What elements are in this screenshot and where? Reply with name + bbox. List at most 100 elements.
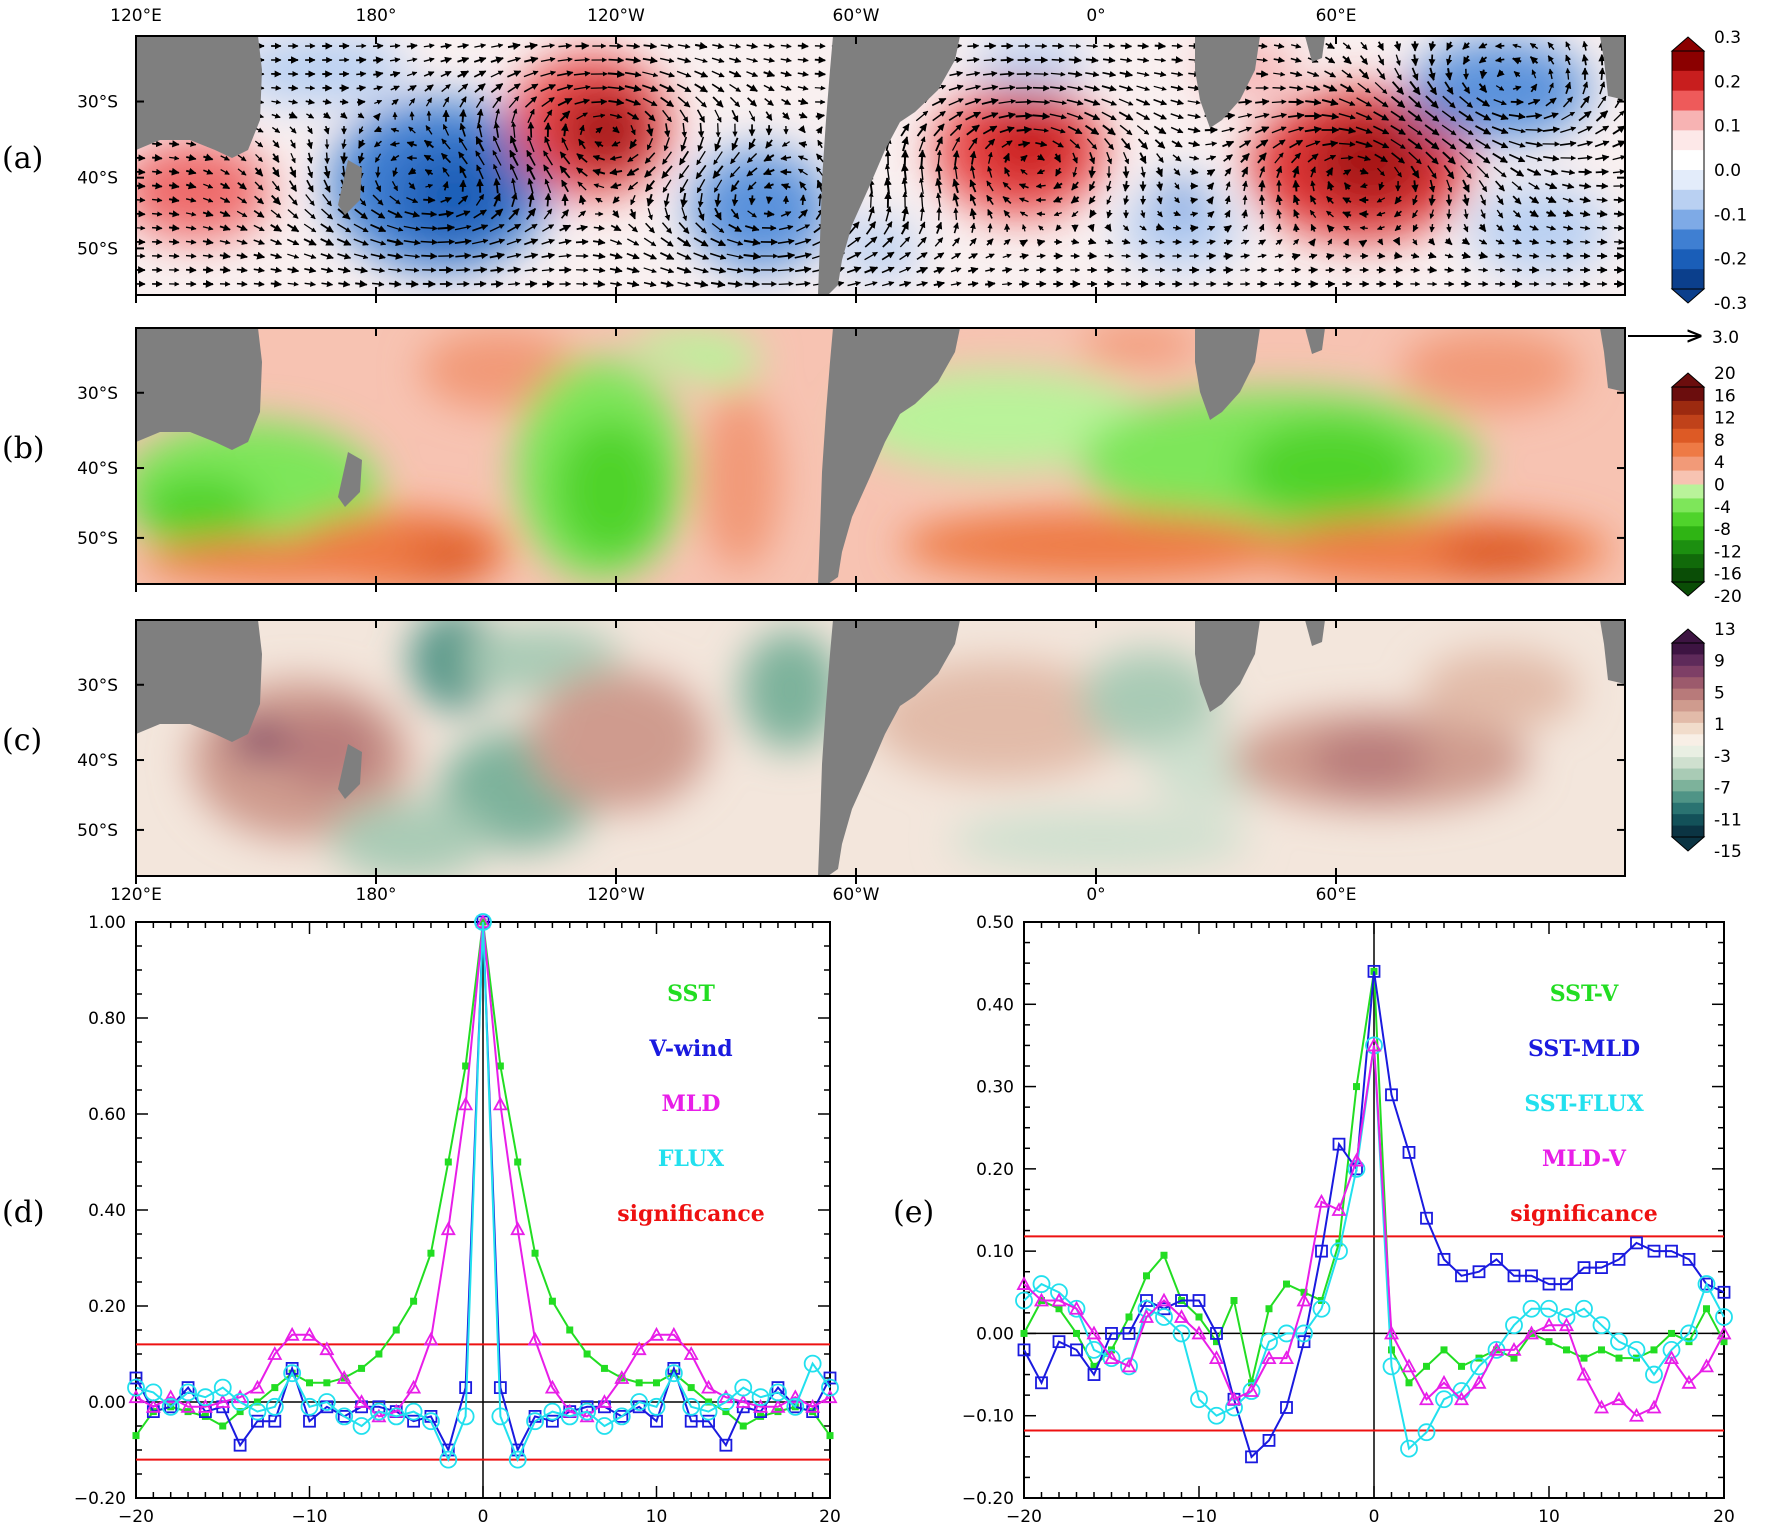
wind-vector [1446, 209, 1452, 220]
colorbar-top-triangle [1670, 628, 1706, 644]
wind-vector [1123, 195, 1130, 206]
wind-vector [1512, 85, 1522, 92]
wind-vector [798, 97, 809, 106]
wind-vector [713, 179, 723, 193]
wind-vector [932, 110, 946, 122]
wind-vector [421, 210, 438, 218]
wind-vector [560, 123, 569, 137]
map-lon-label-bottom: 120°W [587, 885, 645, 905]
wind-vector [1072, 166, 1078, 178]
wind-vector [731, 137, 739, 151]
wind-vector [323, 165, 331, 179]
wind-vector [1019, 154, 1028, 163]
wind-vector [1526, 168, 1542, 176]
wind-vector [389, 195, 401, 205]
wind-vector [1036, 211, 1046, 217]
wind-vector [780, 183, 791, 191]
y-tick-label: 0.10 [976, 1242, 1014, 1262]
wind-vector [1597, 95, 1607, 109]
colorbar-label: -0.3 [1714, 294, 1747, 314]
colorbar-top-triangle [1670, 36, 1706, 52]
wind-vector [1355, 126, 1373, 134]
data-point [548, 1297, 556, 1305]
wind-vector [814, 85, 826, 91]
wind-vector [1170, 113, 1184, 120]
wind-vector [1495, 267, 1506, 273]
colorbar-swatch [1672, 470, 1704, 485]
wind-vector [1529, 42, 1539, 50]
wind-vector [607, 70, 625, 79]
wind-vector [625, 56, 642, 64]
wind-vector [1562, 96, 1574, 108]
map-lat-label: 30°S [77, 384, 118, 404]
wind-vector [1579, 196, 1591, 204]
wind-vector [1525, 155, 1543, 162]
wind-vector [253, 210, 265, 218]
colorbar-swatch [1672, 51, 1704, 72]
wind-vector [1292, 194, 1301, 206]
wind-vector [1525, 141, 1543, 148]
wind-vector [746, 152, 758, 164]
wind-vector [1289, 85, 1304, 92]
map-lat-label: 30°S [77, 93, 118, 113]
wind-vector [406, 71, 418, 77]
wind-vector [676, 70, 692, 78]
colorbar-swatch [1672, 90, 1704, 111]
wind-vector [1119, 70, 1134, 78]
wind-vector [729, 166, 741, 178]
map-panel-c [135, 619, 1626, 877]
wind-vector [490, 56, 504, 64]
wind-vector [151, 224, 163, 232]
wind-vector [1461, 82, 1471, 94]
colorbar-label: -0.1 [1714, 205, 1747, 225]
wind-vector [660, 43, 674, 49]
wind-vector [1272, 85, 1287, 91]
colorbar-swatch [1672, 209, 1704, 230]
wind-vector [729, 83, 741, 93]
wind-vector [1106, 209, 1113, 219]
wind-vector [968, 137, 978, 151]
wind-vector [1508, 112, 1526, 120]
y-tick-label: 0.60 [88, 1105, 126, 1125]
wind-vector [389, 57, 401, 63]
y-tick-label: −0.10 [962, 1407, 1014, 1427]
data-point [1405, 1379, 1413, 1387]
wind-vector [780, 57, 792, 63]
wind-vector [712, 96, 724, 108]
wind-vector [1356, 97, 1372, 107]
wind-vector [1582, 81, 1589, 95]
colorbar-label: 20 [1714, 364, 1736, 384]
wind-vector [1071, 210, 1079, 218]
wind-vector [1305, 98, 1322, 106]
wind-vector [507, 70, 522, 78]
data-point [739, 1422, 747, 1430]
wind-vector [644, 152, 656, 164]
wind-vector [593, 280, 606, 288]
wind-vector [1171, 71, 1184, 77]
wind-vector [885, 206, 892, 222]
x-tick-label: −10 [1181, 1507, 1217, 1527]
wind-vector [1355, 111, 1373, 121]
colorbar-label: 5 [1714, 683, 1725, 703]
wind-vector [457, 83, 469, 93]
wind-vector [168, 224, 180, 232]
wind-vector [1291, 165, 1300, 178]
data-point [1458, 1362, 1465, 1370]
wind-vector [168, 210, 180, 218]
wind-vector [1340, 155, 1354, 161]
chart-e: −20 −10 0 10 20 −0.20 −0.10 0.00 0.10 0.20 0.30 0.4… [962, 913, 1735, 1527]
wind-vector [1342, 211, 1352, 219]
wind-vector [918, 136, 926, 152]
wind-vector [1561, 169, 1576, 176]
wind-vector [492, 95, 502, 109]
wind-vector [595, 197, 603, 204]
wind-vector [1461, 266, 1472, 274]
wind-vector [1394, 251, 1403, 260]
wind-vector [1153, 71, 1167, 78]
wind-vector [544, 178, 552, 194]
wind-vector [982, 70, 998, 77]
wind-vector [389, 43, 401, 49]
data-point [1353, 1083, 1360, 1091]
wind-vector [270, 194, 282, 206]
